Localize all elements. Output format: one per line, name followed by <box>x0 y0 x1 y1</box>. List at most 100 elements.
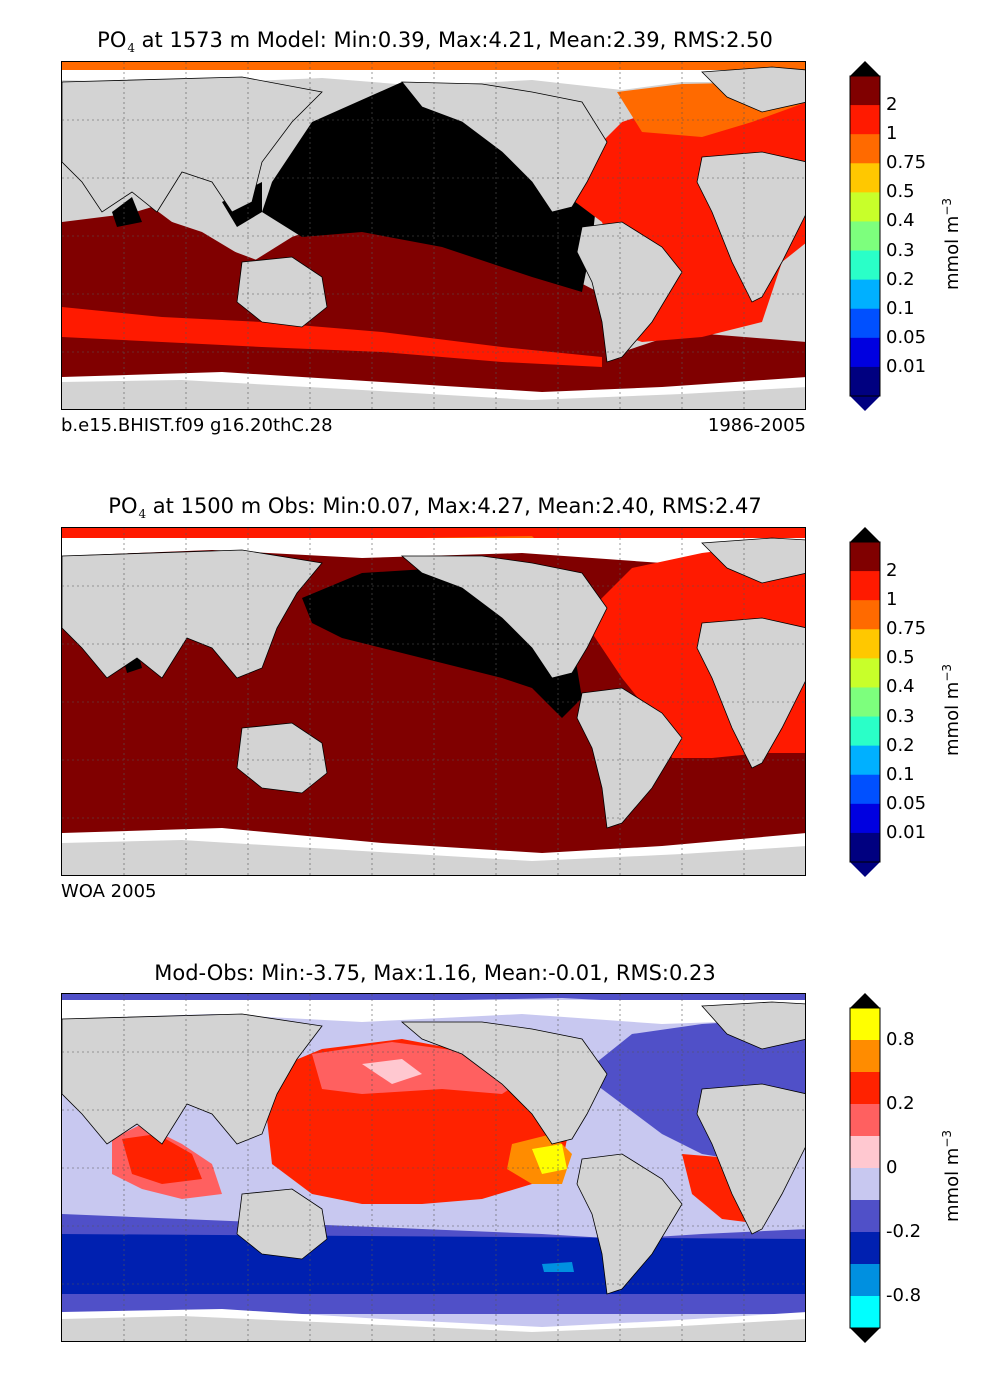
colorbar-bin <box>850 716 880 747</box>
panel2-colorbar-bins <box>850 542 880 863</box>
colorbar-tick-label: 0.75 <box>886 152 927 174</box>
panel1-map-graphic <box>62 62 805 409</box>
australia <box>236 256 328 328</box>
panel3-colorbar <box>849 993 881 1343</box>
lat-lon-grid <box>62 994 805 1341</box>
panel3-colorbar-unit: mmol m−3 <box>940 1130 963 1222</box>
panel1-title-species: PO <box>97 28 127 52</box>
north-america <box>400 555 608 679</box>
north-america <box>400 1021 608 1145</box>
australia <box>236 1188 328 1260</box>
colorbar-tick-label: 0.05 <box>886 792 927 814</box>
colorbar-tick-label: 0.3 <box>886 705 915 727</box>
bay-of-bengal-black <box>112 197 142 227</box>
africa <box>696 1083 805 1235</box>
panel2-colorbar-unit: mmol m−3 <box>940 664 963 756</box>
lat-lon-grid <box>62 62 805 409</box>
panel1-footer-left: b.e15.BHIST.f09 g16.20thC.28 <box>61 415 333 436</box>
panel3-colorbar-unit-sup: −3 <box>940 1129 954 1148</box>
eurasia <box>62 1013 323 1145</box>
colorbar-under-arrow <box>850 396 880 411</box>
panel2-map <box>61 527 806 876</box>
colorbar-tick-label: 2 <box>886 560 898 582</box>
panel3-colorbar-unit-main: mmol m <box>942 1147 963 1222</box>
panel1-footer-right: 1986-2005 <box>707 415 806 436</box>
south-america <box>576 687 683 829</box>
panel2-title-text: at 1500 m Obs: Min:0.07, Max:4.27, Mean:… <box>146 494 762 518</box>
colorbar-tick-label: -0.2 <box>886 1221 922 1242</box>
south-america <box>576 221 683 363</box>
east-pacific-yellow <box>532 1144 567 1174</box>
colorbar-bin <box>850 1296 880 1329</box>
colorbar-under-arrow <box>850 1328 880 1343</box>
panel1-colorbar <box>849 61 881 411</box>
colorbar-bin <box>850 745 880 776</box>
colorbar-bin <box>850 1232 880 1265</box>
panel2-colorbar-unit-sup: −3 <box>940 663 954 682</box>
colorbar-bin <box>850 658 880 688</box>
colorbar-tick-label: -0.8 <box>886 1285 922 1306</box>
australia <box>236 722 328 794</box>
eurasia <box>62 549 323 679</box>
colorbar-tick-label: 0.01 <box>886 355 927 377</box>
arctic-red <box>62 528 805 538</box>
arctic-negative <box>62 994 805 1004</box>
colorbar-tick-label: 0.2 <box>886 268 915 290</box>
panel2-title-species: PO <box>108 494 138 518</box>
colorbar-under-arrow <box>850 862 880 877</box>
colorbar-bin <box>850 366 880 397</box>
north-america <box>401 81 608 213</box>
panel1-colorbar-unit-main: mmol m <box>942 215 963 290</box>
pacific-pink-patch <box>362 1059 422 1084</box>
colorbar-bin <box>850 134 880 164</box>
colorbar-bin <box>850 571 880 601</box>
colorbar-tick-label: 0.2 <box>886 1093 915 1114</box>
colorbar-bin <box>850 1104 880 1137</box>
panel1-colorbar-unit-sup: −3 <box>940 197 954 216</box>
colorbar-tick-label: 0.01 <box>886 821 927 843</box>
colorbar-tick-label: 0.5 <box>886 181 915 203</box>
colorbar-tick-label: 0.2 <box>886 734 915 756</box>
europe-greenland <box>701 66 805 113</box>
panel1-title: PO4 at 1573 m Model: Min:0.39, Max:4.21,… <box>0 28 870 55</box>
africa <box>696 151 805 303</box>
panel2-title-subscript: 4 <box>138 507 147 521</box>
panel2-footer-left: WOA 2005 <box>61 881 157 902</box>
colorbar-bin <box>850 1040 880 1073</box>
panel1-title-subscript: 4 <box>127 41 135 55</box>
colorbar-over-arrow <box>850 993 880 1008</box>
europe-greenland <box>701 537 805 584</box>
panel2-colorbar <box>849 527 881 877</box>
colorbar-tick-label: 0.4 <box>886 676 915 698</box>
colorbar-tick-label: 0.8 <box>886 1029 915 1050</box>
colorbar-tick-label: 2 <box>886 94 898 116</box>
indian-strong-positive <box>122 1134 202 1184</box>
panel3-colorbar-bins <box>850 1008 880 1329</box>
colorbar-bin <box>850 1072 880 1105</box>
colorbar-bin <box>850 337 880 368</box>
colorbar-tick-label: 0.4 <box>886 210 915 232</box>
africa <box>696 617 805 769</box>
colorbar-bin <box>850 774 880 805</box>
south-america <box>576 1153 683 1295</box>
panel2-map-graphic <box>62 528 805 875</box>
panel1-title-text: at 1573 m Model: Min:0.39, Max:4.21, Mea… <box>135 28 773 52</box>
colorbar-bin <box>850 687 880 718</box>
colorbar-bin <box>850 542 880 572</box>
colorbar-tick-label: 0.1 <box>886 763 915 785</box>
colorbar-tick-label: 0 <box>886 1157 898 1178</box>
colorbar-bin <box>850 600 880 630</box>
colorbar-tick-label: 0.3 <box>886 239 915 261</box>
colorbar-bin <box>850 629 880 659</box>
colorbar-tick-label: 0.05 <box>886 326 927 348</box>
panel1-map <box>61 61 806 410</box>
colorbar-tick-label: 1 <box>886 589 898 611</box>
colorbar-bin <box>850 803 880 834</box>
panel3-map-graphic <box>62 994 805 1341</box>
panel2-title: PO4 at 1500 m Obs: Min:0.07, Max:4.27, M… <box>0 494 870 521</box>
colorbar-tick-label: 0.75 <box>886 618 927 640</box>
colorbar-tick-label: 0.5 <box>886 647 915 669</box>
colorbar-tick-label: 0.1 <box>886 297 915 319</box>
colorbar-bin <box>850 1008 880 1041</box>
colorbar-over-arrow <box>850 61 880 76</box>
